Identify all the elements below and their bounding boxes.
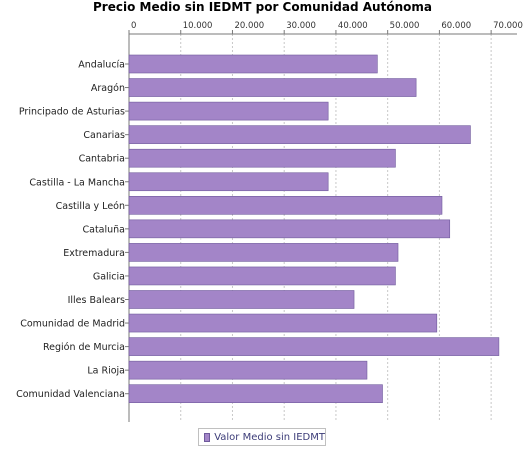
category-label: Principado de Asturias [19, 107, 125, 118]
category-label: Canarias [83, 130, 125, 141]
bar [128, 172, 329, 192]
bar [128, 243, 399, 262]
bar [128, 266, 396, 286]
category-label: Comunidad Valenciana [16, 389, 125, 400]
category-label: Castilla - La Mancha [29, 177, 125, 188]
category-label: Galicia [93, 271, 125, 282]
category-label: Illes Balears [68, 295, 125, 306]
bar [128, 148, 396, 168]
x-tick-label: 20.000 [234, 21, 264, 31]
bar [128, 219, 451, 239]
category-label: Extremadura [63, 248, 125, 259]
category-label: Aragón [91, 83, 125, 94]
category-label: Andalucía [78, 60, 125, 71]
bar [128, 384, 383, 404]
bar [128, 196, 443, 215]
legend-swatch [204, 432, 211, 442]
x-tick-label: 40.000 [338, 21, 368, 31]
x-tick-label: 70.000 [493, 21, 523, 31]
category-label: Cataluña [82, 224, 125, 235]
category-label: Cantabria [79, 154, 125, 165]
x-tick-label: 0 [131, 21, 136, 31]
legend: Valor Medio sin IEDMT [198, 428, 326, 446]
bar [128, 313, 438, 333]
category-label: Comunidad de Madrid [20, 319, 125, 330]
category-label: Castilla y León [56, 201, 125, 212]
x-tick-label: 10.000 [183, 21, 213, 31]
category-label: La Rioja [87, 366, 125, 377]
bar [128, 101, 329, 121]
bar [128, 337, 500, 356]
bar [128, 78, 417, 97]
bar [128, 125, 471, 144]
legend-label: Valor Medio sin IEDMT [214, 431, 325, 443]
category-label: Región de Murcia [43, 342, 125, 353]
bar [128, 290, 355, 309]
chart-title: Precio Medio sin IEDMT por Comunidad Aut… [93, 0, 432, 14]
x-tick-label: 50.000 [390, 21, 420, 31]
x-tick-label: 30.000 [286, 21, 316, 31]
x-tick-label: 60.000 [441, 21, 471, 31]
bar [128, 360, 368, 380]
bar [128, 54, 378, 74]
